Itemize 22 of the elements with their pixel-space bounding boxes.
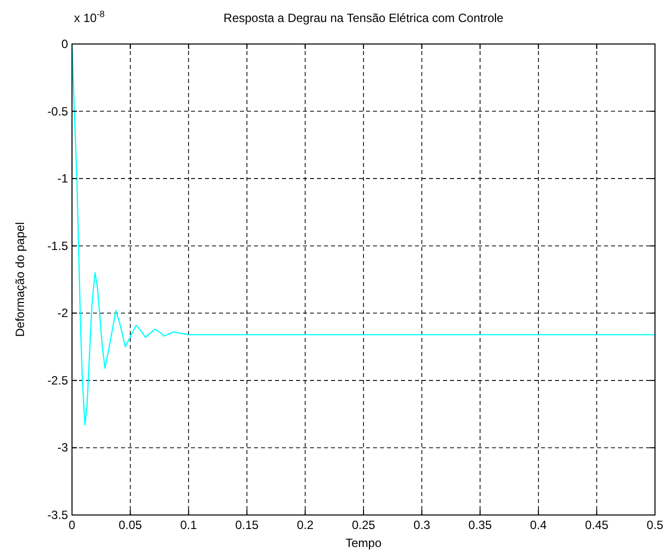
x-tick-label: 0.25 [352, 518, 376, 532]
y-axis-title: Deformação do papel [13, 222, 27, 337]
text: x 10$^{-8}$ [74, 9, 105, 25]
x-tick-label: 0.2 [296, 518, 314, 532]
y-tick-label: -1.5 [47, 238, 68, 253]
chart-title: Resposta a Degrau na Tensão Elétrica com Controle [224, 11, 504, 25]
x-tick-label: 0.1 [180, 518, 198, 532]
x-tick-label: 0.3 [413, 518, 430, 532]
y-tick-label: -3.5 [47, 508, 68, 522]
y-tick-label: 0 [61, 37, 68, 51]
x-tick-label: 0.05 [118, 518, 142, 532]
x-tick-label: 0.5 [646, 518, 664, 532]
x-tick-label: 0.35 [468, 518, 492, 532]
y-tick-label: -3 [57, 440, 68, 455]
y-tick-label: -2 [57, 306, 68, 320]
x-axis-title: Tempo [345, 536, 382, 550]
y-tick-label: -1 [57, 172, 68, 186]
x-tick-label: 0.4 [530, 518, 548, 532]
y-tick-label: -2.5 [47, 373, 68, 388]
x-tick-label: 0.45 [585, 518, 609, 532]
y-tick-label: -0.5 [47, 104, 68, 118]
x-tick-label: 0.15 [235, 518, 259, 532]
